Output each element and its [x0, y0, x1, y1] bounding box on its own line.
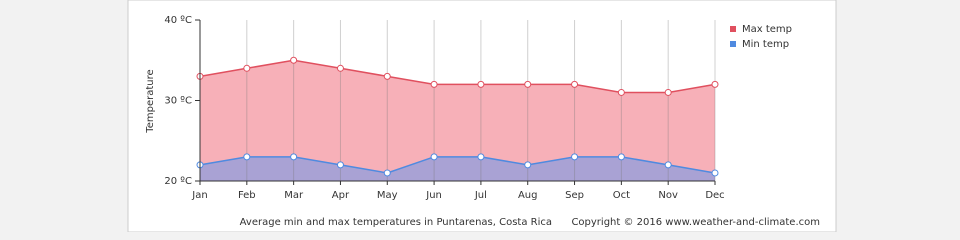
- point: [571, 153, 579, 161]
- x-tick-label: Jun: [425, 190, 442, 201]
- point: [430, 80, 438, 88]
- legend-swatch: [730, 41, 736, 47]
- page: Temperature Average min and max temperat…: [127, 0, 837, 232]
- point: [664, 161, 672, 169]
- y-axis-title: Temperature: [145, 69, 156, 133]
- point: [243, 153, 251, 161]
- legend-swatch: [730, 26, 736, 32]
- x-tick-label: Jul: [474, 190, 487, 201]
- x-tick-label: Dec: [705, 190, 724, 201]
- point: [336, 161, 344, 169]
- point: [617, 88, 625, 96]
- point: [524, 80, 532, 88]
- area: [200, 156, 715, 181]
- point: [524, 161, 532, 169]
- line: [199, 156, 716, 174]
- x-tick-label: May: [377, 190, 398, 201]
- x-tick-label: Mar: [284, 190, 304, 201]
- point: [477, 80, 485, 88]
- point: [290, 56, 298, 64]
- point: [571, 80, 579, 88]
- area: [200, 60, 715, 181]
- x-tick-label: Aug: [518, 190, 538, 201]
- x-tick-label: Oct: [613, 190, 630, 201]
- point: [430, 153, 438, 161]
- line: [199, 59, 716, 94]
- point: [664, 88, 672, 96]
- point: [711, 80, 719, 88]
- chart: Temperature Average min and max temperat…: [127, 0, 837, 232]
- point: [290, 153, 298, 161]
- y-tick-label: 40 ºC: [164, 15, 192, 26]
- x-tick-label: Nov: [658, 190, 678, 201]
- point: [336, 64, 344, 72]
- point: [617, 153, 625, 161]
- point: [383, 169, 391, 177]
- point: [243, 64, 251, 72]
- y-tick-label: 20 ºC: [164, 176, 192, 187]
- y-tick-label: 30 ºC: [164, 96, 192, 107]
- point: [383, 72, 391, 80]
- caption: Average min and max temperatures in Punt…: [240, 217, 552, 228]
- point: [477, 153, 485, 161]
- legend-label: Min temp: [742, 39, 789, 50]
- point: [711, 169, 719, 177]
- x-tick-label: Sep: [565, 190, 584, 201]
- x-tick-label: Feb: [238, 190, 256, 201]
- x-tick-label: Apr: [332, 190, 350, 201]
- x-tick-label: Jan: [191, 190, 207, 201]
- legend-label: Max temp: [742, 24, 792, 35]
- copyright: Copyright © 2016 www.weather-and-climate…: [571, 217, 820, 228]
